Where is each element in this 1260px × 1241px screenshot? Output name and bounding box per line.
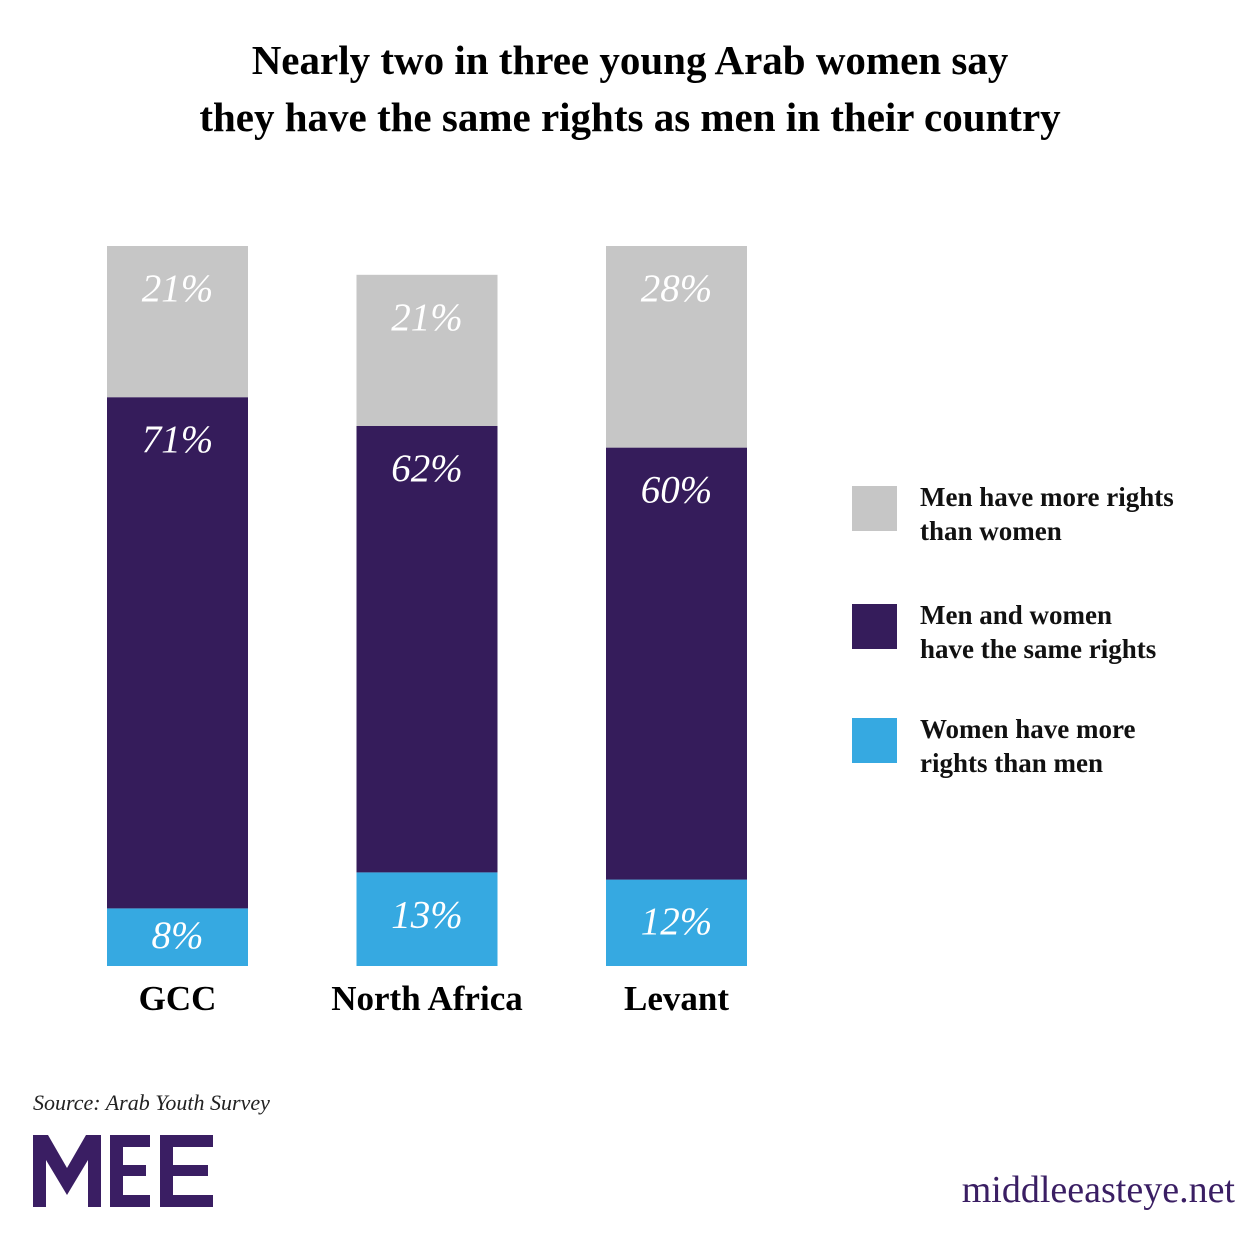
chart-title: Nearly two in three young Arab women say… (199, 37, 1061, 140)
category-label: Levant (624, 979, 729, 1018)
bar-segment (606, 246, 747, 448)
bar-segment (356, 426, 498, 873)
value-label: 28% (641, 267, 713, 310)
value-label: 12% (641, 900, 713, 943)
legend-swatch (852, 604, 897, 649)
value-label: 8% (152, 914, 204, 957)
value-label: 71% (142, 418, 214, 461)
website: middleeasteye.net (961, 1169, 1235, 1211)
legend-label: Women have more rights than men (920, 714, 1136, 778)
logo (33, 1135, 213, 1207)
legend-label: Men have more rights than women (920, 482, 1174, 546)
value-label: 21% (142, 267, 214, 310)
value-label: 13% (391, 893, 463, 936)
legend-swatch (852, 486, 897, 531)
bar-segment (356, 872, 498, 966)
bar-segment (356, 274, 498, 426)
bar-segment (107, 908, 248, 966)
legend-label: Men and women have the same rights (920, 600, 1157, 664)
category-label: North Africa (331, 979, 522, 1018)
value-label: 60% (641, 469, 713, 512)
bar-segment (107, 397, 248, 909)
legend-swatch (852, 718, 897, 763)
source: Source: Arab Youth Survey (33, 1090, 270, 1115)
bar-segment (606, 447, 747, 880)
bar-segment (107, 246, 248, 398)
value-label: 62% (391, 447, 463, 490)
value-label: 21% (391, 296, 463, 339)
bar-segment (606, 879, 747, 966)
category-label: GCC (139, 979, 217, 1018)
